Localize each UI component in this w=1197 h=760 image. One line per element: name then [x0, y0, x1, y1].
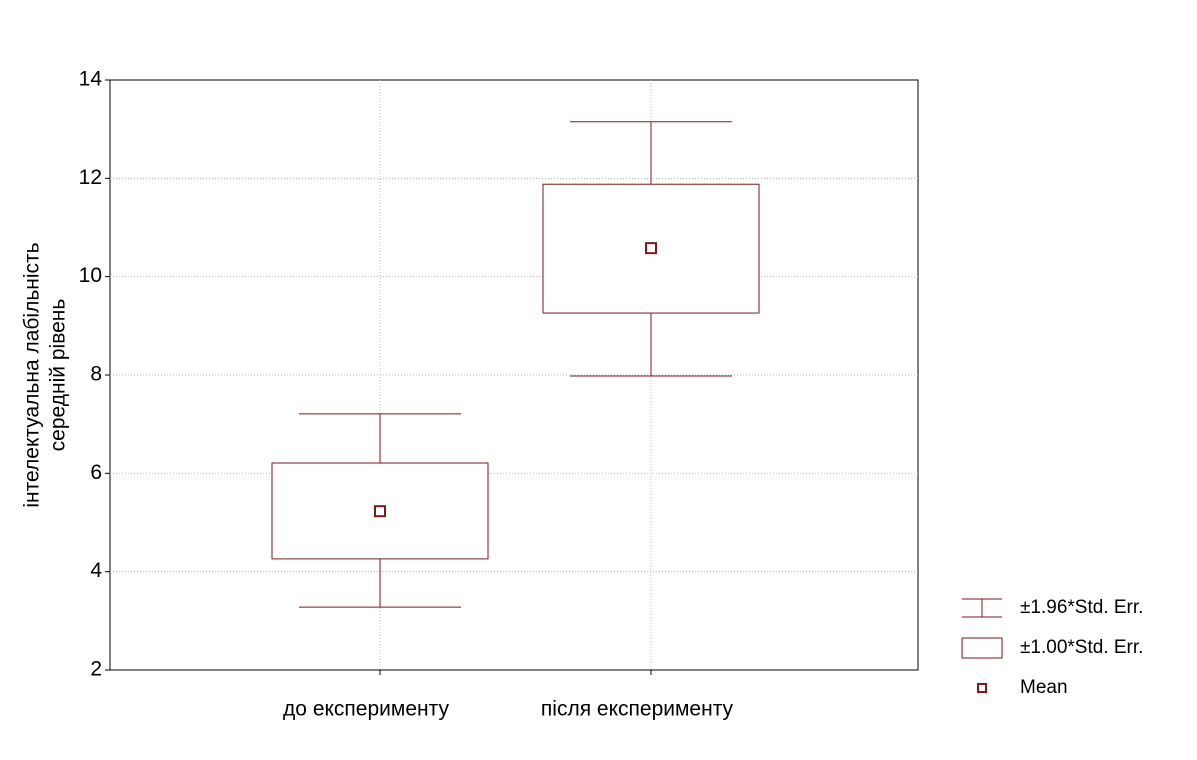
legend-icon — [961, 637, 1003, 659]
mean-marker — [645, 242, 657, 255]
legend-label: ±1.96*Std. Err. — [1020, 597, 1143, 618]
y-axis-label: середній рівень — [47, 299, 70, 452]
legend-icon — [977, 683, 987, 693]
y-tick-label: 14 — [79, 68, 103, 91]
x-tick-label: після експерименту — [541, 698, 734, 721]
y-tick-label: 8 — [90, 363, 102, 386]
legend-label: Mean — [1020, 677, 1068, 698]
plot-area — [109, 79, 919, 671]
legend-label: ±1.00*Std. Err. — [1020, 637, 1143, 658]
y-tick-label: 10 — [79, 264, 102, 287]
y-tick-label: 4 — [90, 559, 102, 582]
y-axis-label: інтелектуальна лабільність — [21, 242, 44, 507]
mean-marker — [374, 505, 386, 518]
x-tick-label: до експерименту — [283, 698, 449, 721]
y-tick-label: 6 — [90, 461, 102, 484]
y-tick-label: 12 — [79, 166, 102, 189]
y-tick-label: 2 — [90, 658, 102, 681]
